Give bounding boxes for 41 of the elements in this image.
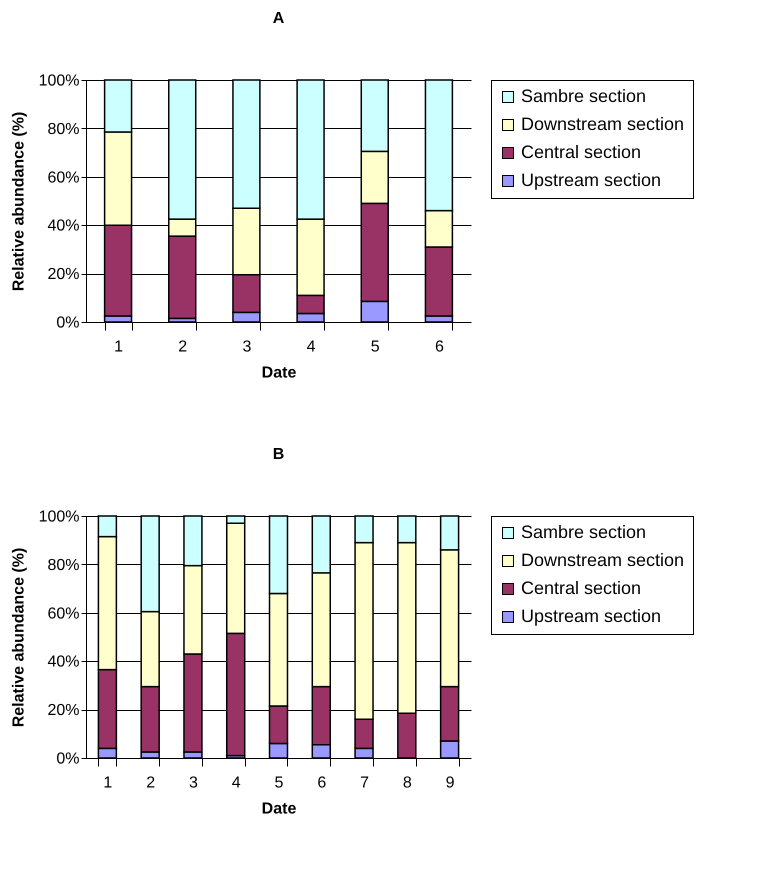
y-tick-label: 100% [38,508,80,526]
x-tick-label: 4 [306,338,316,356]
y-tick-label: 60% [47,605,80,622]
legend-label: Central section [521,578,642,598]
x-tick-label: 4 [232,774,241,792]
chart-title: A [272,10,285,27]
y-axis-title: Relative abundance (%) [10,112,28,292]
legend-label: Sambre section [521,522,646,542]
y-tick-label: 80% [47,556,80,574]
x-tick-label: 6 [434,338,444,356]
x-axis-title: Date [262,364,296,382]
x-tick-label: 9 [446,774,455,792]
legend-label: Downstream section [521,550,684,570]
x-tick-label: 2 [178,338,188,356]
y-tick-label: 20% [47,266,80,284]
y-axis-title: Relative abundance (%) [10,548,28,728]
y-tick-label: 100% [38,72,80,90]
legend-label: Upstream section [521,170,662,190]
x-tick-label: 8 [402,774,412,792]
x-tick-label: 3 [188,774,198,792]
x-tick-label: 1 [103,774,112,792]
legend-label: Upstream section [521,606,662,626]
x-tick-label: 1 [114,338,124,356]
legend-label: Downstream section [521,114,684,134]
y-tick-label: 40% [47,218,80,235]
chart-title: B [272,446,284,463]
x-tick-label: 7 [360,774,370,792]
x-axis-title: Date [262,800,296,818]
y-tick-label: 40% [47,654,80,671]
y-tick-label: 60% [47,169,80,186]
legend-label: Central section [521,142,642,162]
x-tick-label: 3 [242,338,252,356]
y-tick-label: 0% [56,314,80,332]
y-tick-label: 80% [47,120,80,138]
x-tick-label: 5 [370,338,380,356]
x-tick-label: 2 [146,774,156,792]
x-tick-label: 5 [274,774,284,792]
legend-label: Sambre section [521,86,646,106]
y-tick-label: 20% [47,702,80,720]
y-tick-label: 0% [56,750,80,768]
x-tick-label: 6 [317,774,326,792]
